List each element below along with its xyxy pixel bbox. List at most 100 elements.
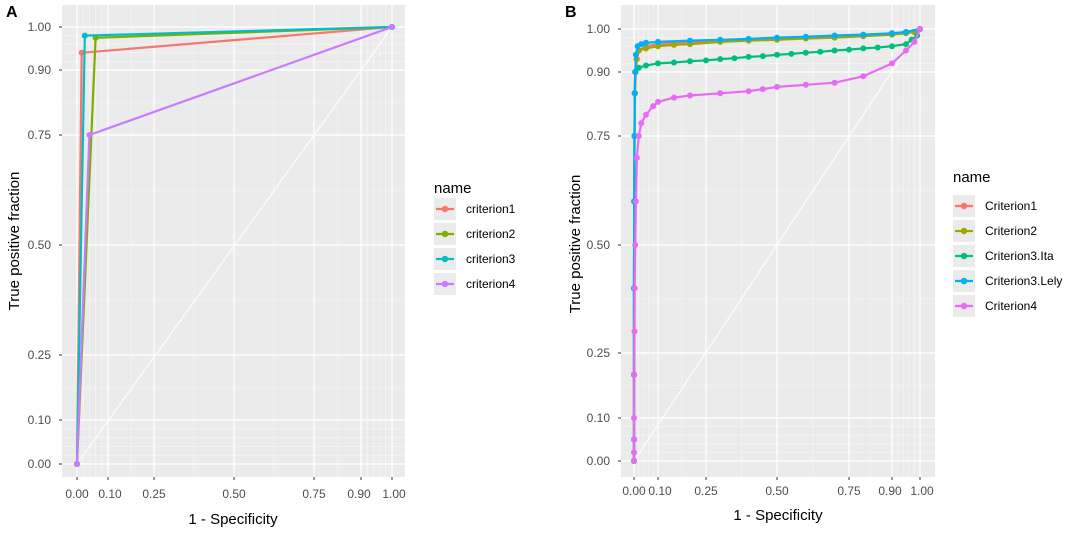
data-point-criterion3-ita [687, 58, 693, 65]
data-point-criterion3-ita [703, 57, 709, 64]
x-tick-label: 1.00 [910, 484, 934, 498]
panel-a-y-axis-title: True positive fraction [6, 172, 23, 311]
data-point-criterion4 [632, 198, 639, 205]
legend-label-criterion1: Criterion1 [985, 199, 1037, 213]
legend-label-criterion4: Criterion4 [985, 299, 1037, 313]
x-tick-label: 1.00 [382, 487, 406, 501]
panel-a-series [74, 24, 395, 467]
panel-a-y-tick-labels: 0.00 0.10 0.25 0.50 0.75 0.90 1.00 [28, 20, 62, 471]
data-point-criterion3-ita [817, 48, 824, 55]
data-point-criterion3-lely [903, 29, 909, 35]
data-point-criterion3-ita [655, 60, 661, 67]
panel-b-x-tick-labels: 0.00 0.10 0.25 0.50 0.75 0.90 1.00 [622, 477, 934, 498]
data-point-criterion3-ita [745, 53, 752, 60]
legend-key-point-criterion3-ita [960, 252, 968, 260]
data-point-criterion4 [860, 73, 867, 80]
legend-key-point-criterion1 [960, 202, 968, 210]
legend-label-criterion1: criterion1 [466, 202, 516, 216]
x-tick-label: 0.00 [622, 484, 646, 498]
data-point-criterion3-lely [802, 33, 809, 40]
x-tick-label: 0.25 [694, 484, 718, 498]
data-point-criterion3-lely [889, 30, 895, 37]
data-point-criterion3-lely [632, 51, 639, 58]
y-tick-label: 0.00 [587, 454, 611, 468]
data-point-criterion3-ita [759, 53, 766, 60]
legend-key-point-criterion4 [960, 302, 968, 310]
series-line-criterion4 [632, 28, 922, 461]
data-point-criterion4 [831, 79, 838, 86]
legend-key-point-criterion3 [441, 255, 449, 263]
data-point-criterion3 [81, 32, 88, 39]
data-point-criterion3-lely [860, 31, 867, 38]
y-tick-label: 1.00 [587, 22, 611, 36]
x-tick-label: 0.25 [142, 487, 166, 501]
data-point-criterion4 [903, 47, 909, 54]
legend-label-criterion3-ita: Criterion3.Ita [985, 249, 1054, 263]
data-point-criterion3-ita [874, 44, 881, 51]
y-tick-label: 0.25 [587, 346, 611, 360]
legend-key-point-criterion3-lely [960, 277, 968, 285]
data-point-criterion3-lely [643, 39, 649, 46]
data-point-criterion4 [759, 86, 766, 93]
data-point-criterion4 [635, 133, 642, 139]
data-point-criterion4 [631, 449, 637, 456]
x-tick-label: 0.75 [302, 487, 326, 501]
data-point-criterion3-lely [631, 133, 638, 139]
panel-b: B 0.000.100.250.500.750.901.00 0.00 0.10 0… [565, 4, 1062, 524]
data-point-criterion3-ita [731, 55, 738, 62]
data-point-criterion2 [643, 45, 649, 52]
panel-a-grid [62, 5, 405, 477]
data-point-criterion4 [889, 60, 895, 67]
legend-key-point-criterion2 [441, 230, 449, 238]
data-point-criterion3-lely [632, 69, 639, 75]
data-point-criterion4 [633, 154, 640, 161]
panel-b-legend-title: name [953, 169, 991, 186]
panel-a-legend-title: name [434, 180, 472, 197]
panel-a-x-tick-labels: 0.00 0.10 0.25 0.50 0.75 0.90 1.00 [65, 477, 406, 501]
legend-label-criterion3: criterion3 [466, 252, 516, 266]
y-tick-label: 0.10 [28, 413, 52, 427]
legend-key-point-criterion1 [441, 205, 449, 213]
data-point-criterion4 [389, 24, 395, 30]
data-point-criterion4 [86, 132, 93, 138]
legend-label-criterion2: Criterion2 [985, 224, 1037, 238]
panel-b-y-axis-title: True positive fraction [567, 175, 584, 314]
data-point-criterion4 [717, 90, 724, 97]
legend-label-criterion3-lely: Criterion3.Lely [985, 274, 1062, 288]
panel-a: A 0.000.100.250.500.750.901.00 0.00 0.10 0… [6, 4, 516, 528]
legend-label-criterion4: criterion4 [466, 277, 516, 291]
data-point-criterion4 [631, 458, 637, 464]
data-point-criterion3-ita [788, 50, 795, 57]
x-tick-label: 0.90 [878, 484, 902, 498]
data-point-criterion4 [638, 120, 645, 127]
data-point-criterion3-lely [687, 37, 693, 44]
data-point-criterion2 [655, 43, 661, 50]
data-point-criterion3-ita [846, 46, 852, 53]
data-point-criterion3-ita [860, 45, 867, 52]
y-tick-label: 0.50 [28, 238, 52, 252]
panel-a-diagonal-reference [76, 26, 393, 465]
y-tick-label: 0.75 [587, 129, 611, 143]
data-point-criterion4 [631, 371, 638, 378]
data-point-criterion4 [745, 88, 752, 95]
data-point-criterion3-ita [889, 43, 895, 50]
data-point-criterion3-ita [635, 64, 642, 71]
data-point-criterion3-lely [745, 35, 752, 42]
x-tick-label: 0.90 [347, 487, 371, 501]
data-point-criterion4 [631, 415, 637, 421]
panel-b-label: B [565, 4, 577, 21]
x-tick-label: 0.75 [837, 484, 861, 498]
data-point-criterion1 [78, 49, 85, 56]
panel-b-y-tick-labels: 0.00 0.10 0.25 0.50 0.75 0.90 1.00 [587, 22, 621, 468]
legend-key-point-criterion4 [441, 280, 449, 288]
panel-b-legend: name Criterion1 Criterion2 Criterion3.Ita C… [953, 169, 1062, 317]
x-tick-label: 0.50 [222, 487, 246, 501]
y-tick-label: 0.90 [587, 65, 611, 79]
y-tick-label: 0.00 [28, 457, 52, 471]
data-point-criterion3-ita [671, 59, 677, 66]
data-point-criterion3-lely [717, 36, 724, 43]
data-point-criterion3-lely [631, 90, 638, 97]
x-tick-label: 0.50 [765, 484, 789, 498]
x-tick-label: 0.10 [98, 487, 122, 501]
panel-b-series [631, 26, 923, 464]
